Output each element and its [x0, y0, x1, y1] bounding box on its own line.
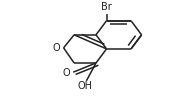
- Text: OH: OH: [78, 80, 93, 90]
- Text: O: O: [62, 68, 70, 78]
- Text: O: O: [53, 43, 60, 53]
- Text: Br: Br: [101, 2, 112, 12]
